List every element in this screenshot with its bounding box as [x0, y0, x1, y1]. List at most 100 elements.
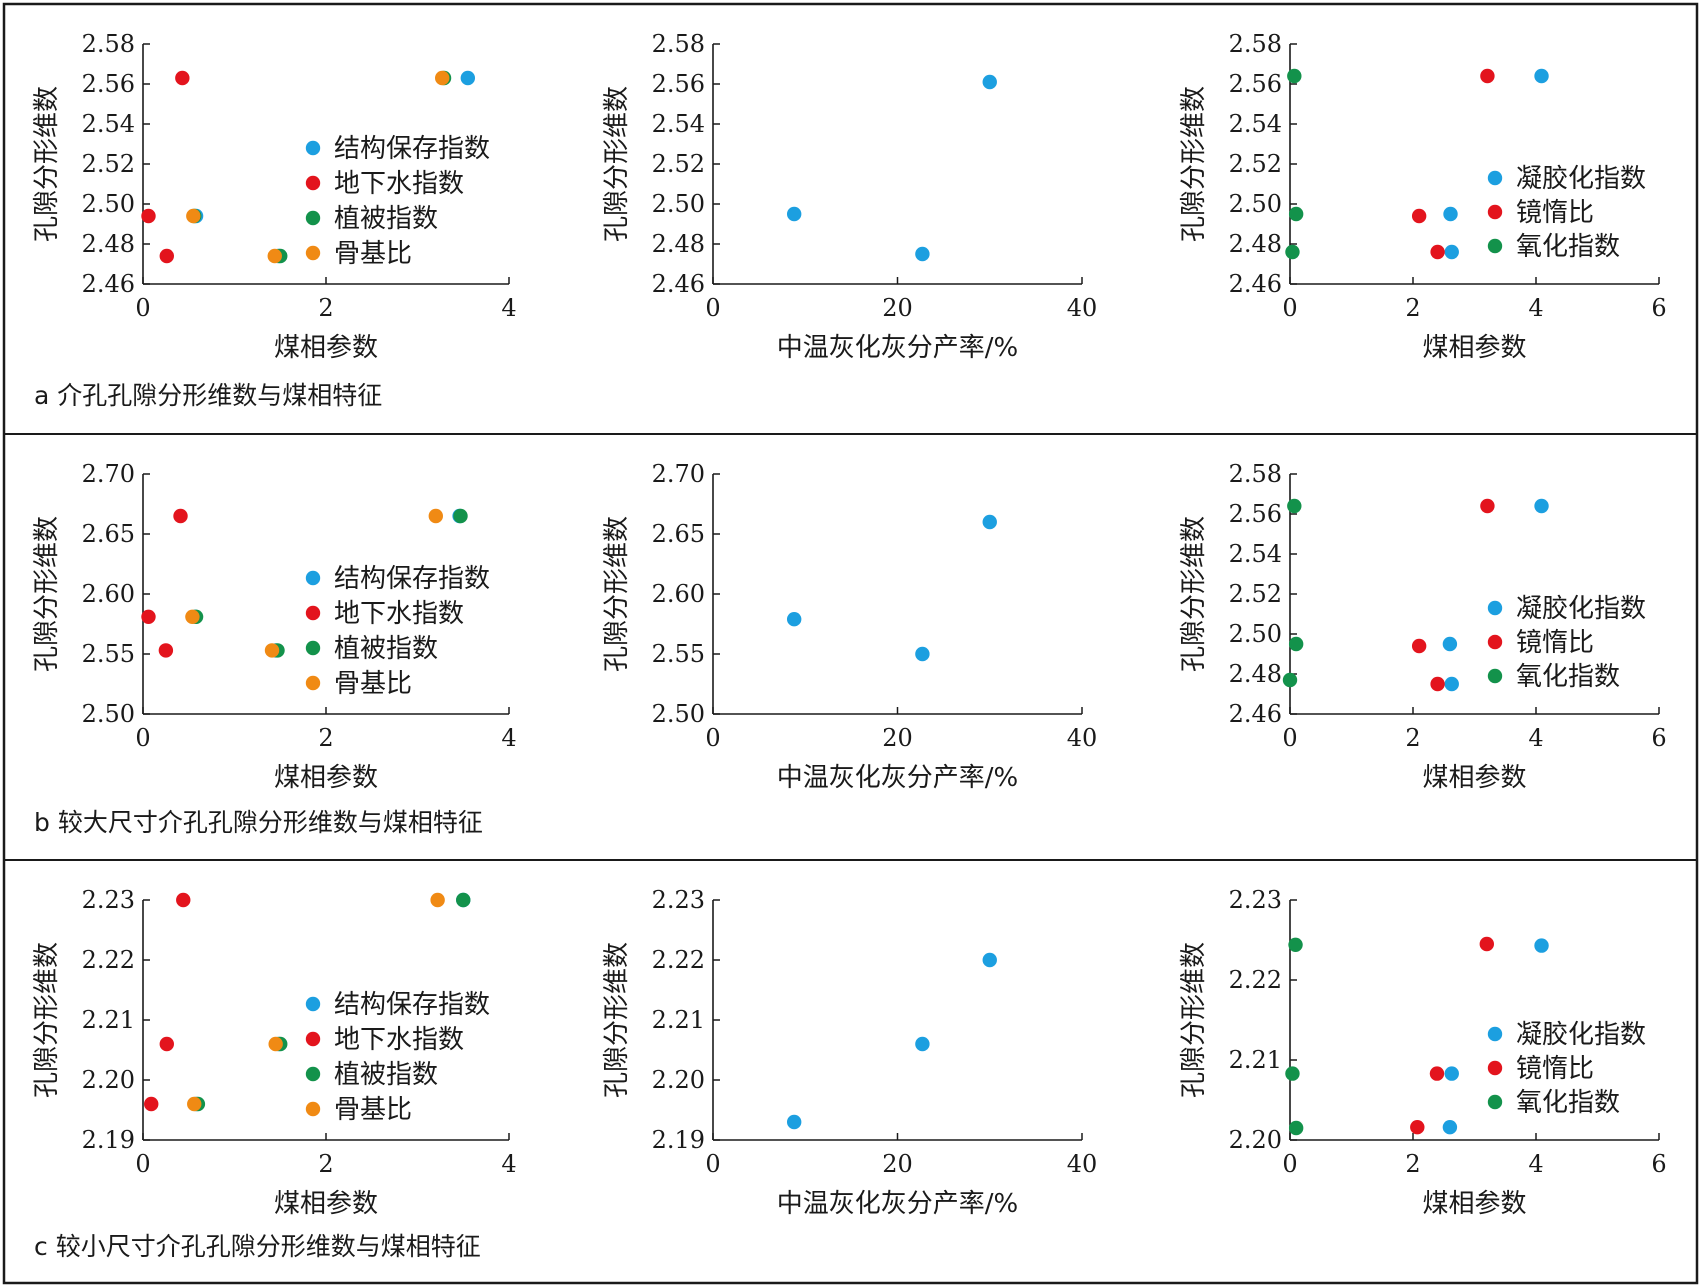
legend-marker: [305, 210, 321, 226]
y-tick-label: 2.56: [1229, 500, 1282, 528]
data-point: [1430, 244, 1445, 260]
y-tick-label: 2.48: [1229, 230, 1282, 258]
legend-entry: 凝胶化指数: [1516, 1020, 1646, 1050]
legend-entry: 凝胶化指数: [1516, 164, 1646, 194]
series-green: [1285, 68, 1304, 260]
data-point: [982, 74, 997, 90]
y-tick-label: 2.48: [82, 230, 135, 258]
data-point: [187, 1096, 202, 1112]
chart-c-3: 2.20 2.21 2.22 2.23 0 2 4 6 煤相参数 孔隙分形维数 凝胶化指数镜惰比氧化…: [1179, 886, 1667, 1219]
legend-entry: 骨基比: [334, 1095, 412, 1125]
x-tick-label: 40: [1067, 294, 1098, 322]
data-point: [1430, 676, 1445, 692]
series-red: [141, 70, 190, 264]
series-red: [1410, 936, 1495, 1135]
data-point: [144, 1096, 159, 1112]
data-point: [141, 208, 156, 224]
data-point: [1480, 498, 1495, 514]
x-tick-label: 2: [1405, 1150, 1420, 1178]
data-point: [1410, 1120, 1425, 1135]
data-point: [428, 508, 443, 524]
y-tick-label: 2.54: [1229, 110, 1282, 138]
y-tick-label: 2.55: [652, 640, 705, 668]
y-tick-label: 2.20: [82, 1066, 135, 1094]
legend-marker: [305, 245, 321, 261]
series-green: [1282, 498, 1304, 688]
y-tick-label: 2.50: [652, 190, 705, 218]
data-point: [915, 1036, 930, 1052]
data-point: [982, 514, 997, 530]
y-tick-label: 2.46: [652, 270, 705, 298]
data-point: [264, 643, 280, 658]
data-point: [1411, 208, 1427, 224]
y-tick-label: 2.60: [652, 580, 705, 608]
y-tick-label: 2.48: [652, 230, 705, 258]
series-red: [141, 508, 188, 658]
x-tick-label: 4: [1528, 294, 1543, 322]
y-tick-label: 2.54: [1229, 540, 1282, 568]
x-axis-label: 中温灰化灰分产率/%: [777, 333, 1018, 363]
x-axis-label: 煤相参数: [274, 333, 378, 363]
series-blue: [786, 952, 997, 1130]
x-tick-label: 0: [135, 294, 150, 322]
y-tick-label: 2.21: [652, 1006, 705, 1034]
y-tick-label: 2.56: [82, 70, 135, 98]
x-axis-label: 煤相参数: [274, 763, 378, 793]
y-tick-label: 2.52: [82, 150, 135, 178]
x-tick-label: 2: [318, 1150, 333, 1178]
legend-entry: 镜惰比: [1516, 198, 1594, 228]
y-axis-label: 孔隙分形维数: [32, 86, 62, 242]
x-tick-label: 6: [1651, 724, 1666, 752]
y-axis-label: 孔隙分形维数: [1179, 86, 1209, 242]
legend-entry: 结构保存指数: [334, 564, 490, 594]
panel-caption-c: c 较小尺寸介孔孔隙分形维数与煤相特征: [34, 1232, 481, 1261]
legend-entry: 凝胶化指数: [1516, 594, 1646, 624]
y-tick-label: 2.23: [1229, 886, 1282, 914]
legend-entry: 氧化指数: [1516, 1088, 1620, 1118]
data-point: [1479, 936, 1495, 952]
x-tick-label: 4: [501, 1150, 516, 1178]
y-tick-label: 2.70: [82, 460, 135, 488]
x-tick-label: 2: [1405, 724, 1420, 752]
x-tick-label: 40: [1067, 724, 1098, 752]
y-tick-label: 2.21: [1229, 1046, 1282, 1074]
data-point: [1288, 1120, 1304, 1136]
data-point: [786, 206, 802, 222]
series-orange: [185, 508, 443, 658]
data-point: [158, 643, 174, 658]
y-axis-label: 孔隙分形维数: [1179, 942, 1209, 1098]
legend-marker: [305, 570, 321, 586]
series-blue: [1443, 68, 1549, 260]
x-tick-label: 0: [1282, 294, 1297, 322]
x-axis-label: 煤相参数: [1422, 333, 1526, 363]
series-red: [144, 892, 191, 1112]
data-point: [173, 508, 188, 524]
legend-marker: [1487, 1026, 1503, 1042]
data-point: [1444, 676, 1459, 692]
data-point: [1288, 636, 1304, 652]
data-point: [185, 609, 200, 624]
y-axis-label: 孔隙分形维数: [1179, 516, 1209, 672]
data-point: [1442, 1120, 1458, 1135]
legend-entry: 骨基比: [334, 239, 412, 269]
legend-entry: 植被指数: [334, 204, 438, 234]
y-tick-label: 2.52: [1229, 150, 1282, 178]
legend-entry: 镜惰比: [1516, 1054, 1594, 1084]
y-tick-label: 2.52: [652, 150, 705, 178]
legend-entry: 氧化指数: [1516, 232, 1620, 262]
data-point: [430, 892, 445, 908]
data-point: [1429, 1066, 1445, 1081]
series-blue: [786, 74, 997, 262]
y-tick-label: 2.50: [82, 700, 135, 728]
x-tick-label: 0: [1282, 724, 1297, 752]
y-tick-label: 2.23: [82, 886, 135, 914]
legend-marker: [305, 140, 321, 156]
y-tick-label: 2.22: [1229, 966, 1282, 994]
data-point: [1534, 938, 1549, 953]
data-point: [268, 1036, 283, 1052]
